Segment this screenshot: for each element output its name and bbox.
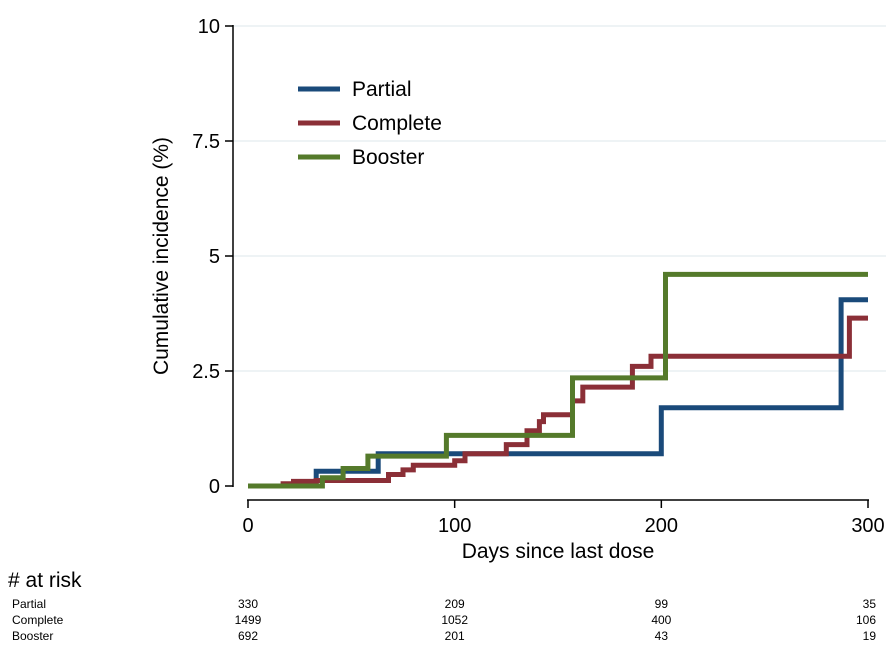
y-tick-label: 7.5 <box>192 131 220 153</box>
risk-cell: 201 <box>445 629 465 643</box>
risk-cell: 1052 <box>441 613 468 627</box>
y-tick-label: 0 <box>209 476 220 498</box>
series-line-complete <box>248 315 868 489</box>
x-tick-label: 300 <box>851 515 884 537</box>
risk-cell: 1499 <box>235 613 262 627</box>
legend-label-partial: Partial <box>352 78 412 101</box>
x-tick-label: 100 <box>438 515 471 537</box>
risk-table-title: # at risk <box>8 569 82 592</box>
risk-table: # at risk Partial 330 209 99 35 Complete 1499 10… <box>8 569 876 643</box>
risk-cell: 209 <box>445 597 465 611</box>
series-line-booster <box>248 271 868 489</box>
risk-cell: 43 <box>655 629 669 643</box>
legend: Partial Complete Booster <box>298 78 442 169</box>
risk-row-label: Booster <box>12 629 53 643</box>
risk-cell: 400 <box>651 613 671 627</box>
x-axis-title: Days since last dose <box>462 540 655 563</box>
x-tick-label: 0 <box>242 515 253 537</box>
legend-label-booster: Booster <box>352 146 424 169</box>
y-tick-label: 5 <box>209 246 220 268</box>
x-tick-label: 200 <box>645 515 678 537</box>
risk-cell: 19 <box>863 629 877 643</box>
risk-cell: 692 <box>238 629 258 643</box>
series-line-partial <box>248 297 868 489</box>
y-tick-label: 2.5 <box>192 361 220 383</box>
risk-cell: 99 <box>655 597 669 611</box>
y-tick-label: 10 <box>198 16 220 38</box>
y-axis-title: Cumulative incidence (%) <box>150 137 173 375</box>
risk-cell: 35 <box>863 597 877 611</box>
legend-label-complete: Complete <box>352 112 442 135</box>
risk-cell: 106 <box>856 613 876 627</box>
grid-lines <box>233 25 886 372</box>
risk-cell: 330 <box>238 597 258 611</box>
risk-row-label: Complete <box>12 613 64 627</box>
series-lines <box>248 271 868 489</box>
risk-row-label: Partial <box>12 597 46 611</box>
